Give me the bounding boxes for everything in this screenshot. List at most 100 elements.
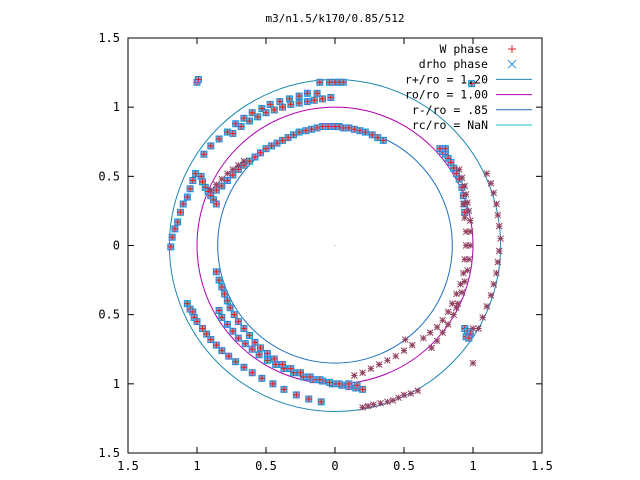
w-marker: [218, 284, 225, 290]
w-marker: [180, 201, 187, 207]
data-point: [255, 351, 263, 359]
star-point: [494, 211, 502, 219]
x-tick-label: 0.5: [255, 459, 277, 473]
data-point: [189, 176, 197, 184]
w-marker: [207, 142, 214, 149]
w-marker: [264, 357, 271, 364]
star-point: [389, 397, 397, 404]
w-marker: [340, 124, 347, 131]
w-marker: [264, 350, 271, 357]
data-point: [212, 186, 220, 194]
data-point: [194, 76, 202, 83]
star-point: [466, 217, 474, 224]
star-point: [377, 399, 384, 407]
w-marker: [465, 335, 472, 342]
star-point: [426, 329, 434, 337]
w-marker: [231, 311, 238, 318]
star-point: [458, 289, 466, 296]
data-point: [303, 98, 311, 106]
data-point: [319, 95, 327, 103]
x-tick-label: 1: [469, 459, 476, 473]
data-point: [316, 376, 324, 384]
w-marker: [351, 126, 358, 133]
data-point: [212, 268, 220, 276]
data-point: [212, 341, 220, 349]
w-marker: [235, 335, 242, 342]
star-point: [466, 242, 474, 249]
y-tick-label: 1.5: [98, 446, 120, 460]
y-tick-label: 0.5: [98, 169, 120, 183]
data-point: [221, 290, 229, 298]
data-point: [292, 391, 300, 399]
w-marker: [468, 80, 475, 87]
w-marker: [287, 365, 294, 372]
data-point: [335, 380, 343, 388]
data-point: [229, 327, 237, 335]
legend-label: W phase: [440, 42, 489, 56]
star-point: [218, 175, 226, 183]
star-point: [493, 269, 500, 277]
star-point: [459, 269, 467, 277]
data-point: [258, 105, 266, 113]
x-tick-label: 0: [331, 459, 338, 473]
axis-ticks: 1.5 1 0.5 0 0.5 1 1.51.510.500.511.5: [98, 31, 553, 473]
data-point: [280, 385, 288, 393]
data-point: [339, 78, 347, 86]
data-point: [316, 78, 324, 86]
w-marker: [189, 308, 196, 315]
w-marker: [326, 79, 333, 86]
data-point: [223, 176, 231, 184]
y-tick-label: 1: [113, 100, 120, 114]
star-point: [224, 170, 231, 177]
data-point: [248, 369, 256, 377]
w-marker: [290, 131, 297, 138]
w-marker: [279, 361, 286, 368]
star-point: [450, 311, 458, 319]
w-marker: [257, 149, 264, 156]
data-point: [218, 347, 226, 355]
star-point: [212, 181, 220, 188]
w-marker: [345, 124, 352, 131]
w-marker: [271, 355, 278, 362]
w-marker: [257, 344, 264, 351]
y-tick-label: 0: [113, 239, 120, 253]
data-point: [258, 374, 266, 382]
data-markers: [167, 76, 504, 411]
w-marker: [218, 183, 225, 190]
star-point: [384, 356, 391, 364]
w-marker: [286, 95, 293, 102]
data-point: [237, 123, 245, 131]
y-tick-label: 0.5: [98, 308, 120, 322]
star-point: [439, 329, 446, 337]
data-point: [361, 128, 369, 136]
data-point: [325, 378, 333, 386]
star-point: [462, 242, 470, 249]
w-marker: [272, 361, 279, 368]
star-point: [408, 341, 416, 349]
data-point: [183, 193, 191, 201]
star-point: [395, 394, 402, 402]
star-point: [414, 387, 422, 395]
data-point: [223, 320, 231, 328]
x-tick-label: 0.5: [393, 459, 415, 473]
w-marker: [251, 153, 258, 160]
w-marker: [340, 79, 347, 86]
star-point: [453, 290, 460, 298]
data-point: [287, 365, 295, 373]
star-point: [400, 391, 408, 399]
star-point: [458, 174, 466, 182]
data-point: [295, 99, 303, 107]
w-marker: [293, 391, 300, 398]
w-marker: [171, 225, 178, 232]
data-point: [245, 117, 253, 125]
star-point: [454, 300, 462, 307]
w-marker: [240, 325, 247, 332]
data-point: [183, 300, 191, 308]
w-marker: [304, 90, 311, 97]
w-marker: [314, 90, 321, 97]
w-marker: [216, 277, 223, 284]
data-point: [212, 200, 220, 208]
data-point: [251, 153, 259, 161]
data-point: [266, 100, 274, 108]
